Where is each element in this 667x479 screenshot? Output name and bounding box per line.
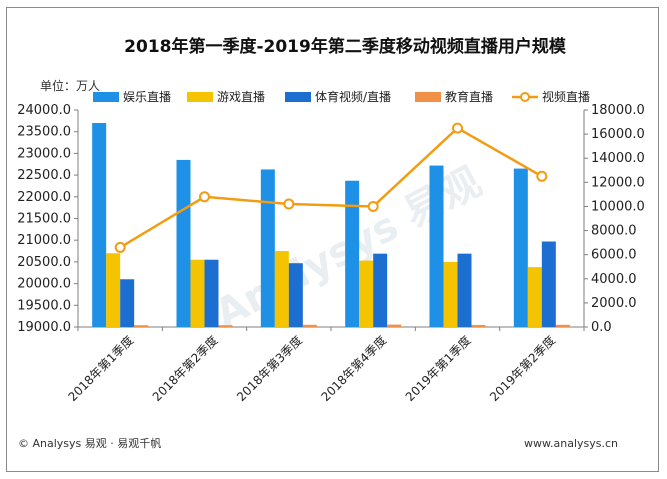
y-right-tick-label: 18000.0 (591, 103, 645, 118)
x-tick-label: 2018年第2季度 (149, 333, 221, 405)
bar-series-2 (541, 241, 556, 327)
bar-series-3 (387, 324, 402, 327)
legend-label: 视频直播 (542, 89, 590, 104)
y-right-tick-label: 10000.0 (591, 199, 645, 214)
bar-series-0 (429, 165, 444, 327)
legend-label: 教育直播 (445, 89, 493, 104)
bar-series-3 (134, 325, 149, 327)
legend-label: 游戏直播 (217, 90, 265, 104)
legend-label: 娱乐直播 (123, 90, 171, 104)
y-left-tick-label: 23000.0 (17, 146, 71, 161)
y-left-tick-label: 21000.0 (17, 233, 71, 248)
line-point (367, 200, 379, 212)
bar-series-1 (443, 261, 458, 327)
y-right-tick-label: 6000.0 (591, 248, 637, 263)
line-point (199, 191, 210, 203)
y-right-tick-label: 14000.0 (591, 151, 645, 166)
footer-website: www.analysys.cn (524, 437, 618, 450)
y-left-tick-label: 24000.0 (17, 103, 71, 118)
x-tick-label: 2018年第1季度 (65, 333, 137, 405)
bar-series-0 (345, 180, 360, 327)
bar-series-3 (218, 325, 233, 327)
bar-series-1 (106, 253, 121, 327)
legend-swatch (187, 92, 213, 102)
y-left-tick-label: 20000.0 (17, 277, 71, 292)
y-left-tick-label: 19500.0 (17, 298, 71, 313)
bar-series-1 (359, 260, 374, 327)
legend-swatch (415, 92, 441, 102)
x-tick-label: 2018年第3季度 (233, 333, 305, 405)
bar-series-0 (92, 123, 107, 328)
y-left-tick-label: 20500.0 (17, 255, 71, 270)
line-point (283, 198, 295, 210)
line-point (114, 241, 126, 253)
bar-series-2 (373, 253, 388, 327)
y-right-tick-label: 12000.0 (591, 175, 645, 190)
bar-series-2 (288, 263, 303, 327)
line-series (119, 126, 543, 249)
legend-swatch (285, 92, 311, 102)
bar-series-2 (204, 259, 219, 327)
bar-series-3 (302, 324, 317, 327)
chart-title: 2018年第一季度-2019年第二季度移动视频直播用户规模 (124, 36, 567, 57)
bar-series-2 (457, 253, 472, 327)
y-right-tick-label: 4000.0 (591, 272, 637, 287)
y-right-tick-label: 8000.0 (591, 224, 637, 239)
legend-marker (520, 92, 530, 102)
bar-series-1 (527, 267, 542, 327)
bar-series-0 (176, 159, 191, 327)
y-left-tick-label: 23500.0 (17, 125, 71, 140)
bar-series-3 (471, 324, 486, 327)
bar-series-0 (513, 168, 528, 327)
x-tick-label: 2019年第1季度 (402, 333, 474, 405)
line-point (536, 170, 548, 182)
legend-swatch (93, 92, 119, 102)
x-tick-label: 2018年第4季度 (318, 333, 390, 405)
y-left-tick-label: 22500.0 (17, 168, 71, 183)
chart-frame (6, 7, 659, 472)
x-tick-label: 2019年第2季度 (486, 333, 558, 405)
y-right-tick-label: 2000.0 (591, 296, 637, 311)
legend: 娱乐直播 游戏直播 体育视频/直播 教育直播 视频直播 (93, 89, 590, 104)
bar-series-0 (260, 169, 275, 327)
bar-series-1 (274, 251, 289, 327)
y-right-tick-label: 0.0 (591, 320, 612, 335)
y-right-tick-label: 16000.0 (591, 127, 645, 142)
y-left-tick-label: 22000.0 (17, 190, 71, 205)
y-left-tick-label: 19000.0 (17, 320, 71, 335)
legend-label: 体育视频/直播 (315, 89, 391, 104)
line-point (452, 122, 463, 134)
unit-label: 单位：万人 (40, 78, 100, 93)
y-left-tick-label: 21500.0 (17, 212, 71, 227)
bar-series-3 (555, 324, 570, 327)
footer-source: © Analysys 易观 · 易观千帆 (18, 436, 161, 450)
bar-series-1 (190, 259, 205, 327)
bar-series-2 (120, 279, 135, 327)
